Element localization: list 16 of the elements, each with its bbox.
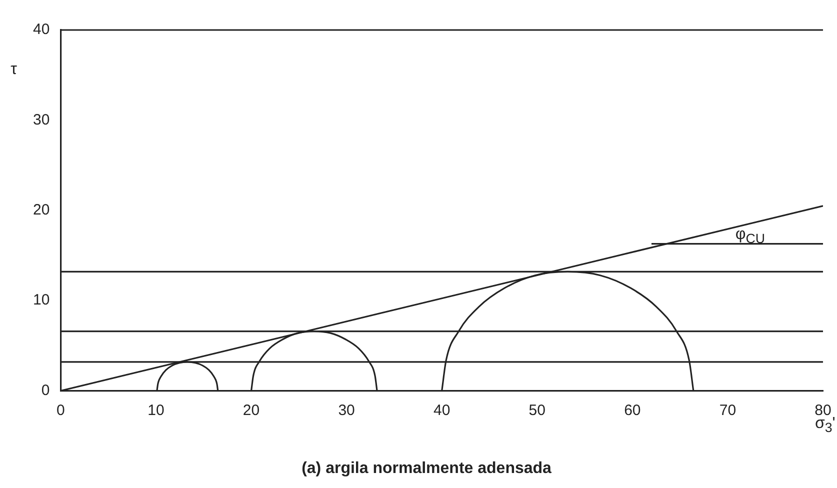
text: (a) argila normalmente adensada <box>302 460 552 477</box>
y-tick-label: 30 <box>32 111 50 128</box>
y-tick-label: 40 <box>32 21 50 38</box>
x-tick-label: 30 <box>338 402 355 419</box>
x-tick-label: 10 <box>148 402 164 419</box>
x-tick-label: 70 <box>719 402 736 419</box>
y-tick-label: 20 <box>32 202 50 219</box>
x-tick-label: 50 <box>528 402 546 419</box>
annotation: φ$_{CU}$ <box>735 226 765 246</box>
x-tick-label: 60 <box>624 402 641 419</box>
y-axis-title: τ <box>10 61 17 79</box>
y-tick-label: 0 <box>41 382 50 399</box>
x-tick-label: 40 <box>434 402 450 419</box>
y-tick-label: 10 <box>32 292 50 309</box>
x-tick-label: 20 <box>242 402 260 419</box>
x-tick-label: 0 <box>56 402 65 419</box>
